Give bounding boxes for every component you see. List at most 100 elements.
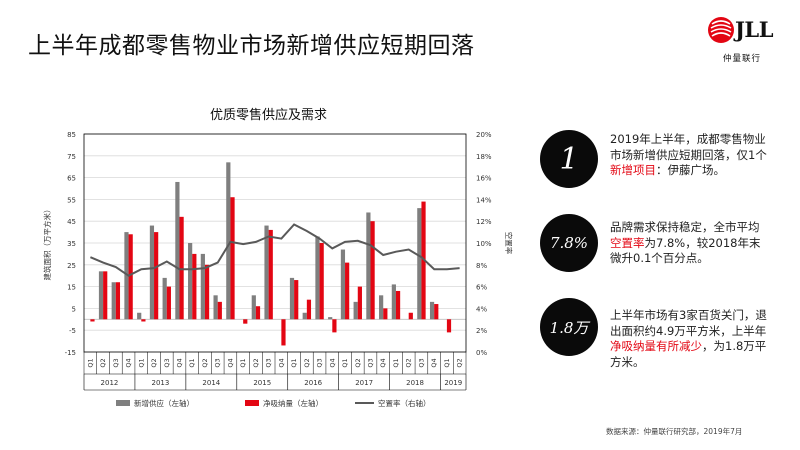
x-tick-label: Q1 xyxy=(86,358,94,367)
x-tick-label: Q1 xyxy=(137,358,145,367)
bar-net-absorption xyxy=(319,243,324,320)
x-tick-label: Q3 xyxy=(316,358,324,367)
panel-highlight: 净吸纳量有所减少 xyxy=(610,339,702,353)
x-tick-label: Q4 xyxy=(379,358,387,367)
y-tick-label: 45 xyxy=(67,218,76,226)
bar-new-supply xyxy=(124,232,129,320)
bar-new-supply xyxy=(226,162,231,320)
page-title: 上半年成都零售物业市场新增供应短期回落 xyxy=(28,33,475,59)
y2-tick-label: 0% xyxy=(476,349,487,357)
bar-new-supply xyxy=(149,225,155,320)
panel-highlight: 新增项目 xyxy=(610,163,656,177)
panel-text-pre: 品牌需求保持稳定，全市平均 xyxy=(610,220,760,234)
x-tick-label: Q3 xyxy=(163,358,171,367)
x-tick-label: Q3 xyxy=(265,358,273,367)
bar-new-supply xyxy=(379,295,384,320)
source-note: 数据来源：仲量联行研究部，2019年7月 xyxy=(606,427,743,436)
bar-new-supply xyxy=(251,295,256,320)
legend-label-net-absorption: 净吸纳量（左轴） xyxy=(263,398,323,408)
legend-swatch-net-absorption xyxy=(245,400,259,406)
bar-net-absorption xyxy=(357,286,362,320)
x-tick-label: Q2 xyxy=(405,358,413,367)
y-tick-label: 5 xyxy=(72,305,76,313)
bar-net-absorption xyxy=(383,308,388,320)
badge-absorption: 1.8万 xyxy=(540,298,598,356)
bar-net-absorption xyxy=(332,319,337,333)
y-tick-label: -15 xyxy=(65,349,76,357)
x-tick-label: Q4 xyxy=(277,358,285,367)
bar-net-absorption xyxy=(345,262,350,320)
panel-highlight: 空置率 xyxy=(610,235,645,250)
bar-new-supply xyxy=(417,208,422,320)
bar-net-absorption xyxy=(141,319,146,322)
x-tick-label: Q2 xyxy=(150,358,158,367)
jll-logo: JLL 仲量联行 xyxy=(706,14,776,64)
badge-vacancy: 7.8% xyxy=(540,214,598,272)
y2-tick-label: 8% xyxy=(476,262,487,270)
panel-text-vacancy: 品牌需求保持稳定，全市平均空置率为7.8%，较2018年末微升0.1个百分点。 xyxy=(610,220,770,267)
bar-new-supply xyxy=(137,312,142,320)
bar-net-absorption xyxy=(294,280,299,320)
panel-text-pre: 上半年市场有3家百货关门，退出面积约4.9万平方米，上半年 xyxy=(610,308,767,338)
legend-label-vacancy-rate: 空置率（右轴） xyxy=(378,398,431,408)
bar-new-supply xyxy=(429,301,435,320)
x-tick-label: Q2 xyxy=(99,358,107,367)
panel-text-pre: 2019年上半年，成都零售物业市场新增供应短期回落，仅1个 xyxy=(610,132,767,162)
x-tick-label: Q4 xyxy=(430,358,438,367)
y2-tick-label: 10% xyxy=(476,240,492,248)
bar-new-supply xyxy=(188,243,193,320)
bar-new-supply xyxy=(315,236,320,320)
year-label: 2019 xyxy=(444,379,462,387)
bar-new-supply xyxy=(391,284,396,320)
logo-wordmark: JLL xyxy=(735,17,773,42)
x-tick-label: Q1 xyxy=(239,358,247,367)
bar-net-absorption xyxy=(103,271,108,320)
bar-net-absorption xyxy=(255,306,261,320)
bar-net-absorption xyxy=(115,282,121,320)
jll-logo-icon xyxy=(708,17,734,43)
bar-new-supply xyxy=(264,225,269,320)
x-tick-label: Q1 xyxy=(341,358,349,367)
x-tick-label: Q4 xyxy=(125,358,133,367)
y2-tick-label: 16% xyxy=(476,175,492,183)
x-tick-label: Q3 xyxy=(367,358,375,367)
y-axis-title: 建筑面积（万平方米） xyxy=(42,206,52,281)
bar-net-absorption xyxy=(434,304,439,320)
y-tick-label: 75 xyxy=(67,153,76,161)
bar-net-absorption xyxy=(166,286,171,320)
bar-new-supply xyxy=(162,277,167,320)
y2-tick-label: 6% xyxy=(476,284,487,292)
bar-new-supply xyxy=(302,312,307,320)
x-tick-label: Q2 xyxy=(252,358,260,367)
year-label: 2016 xyxy=(304,379,322,387)
bar-new-supply xyxy=(200,253,205,320)
bar-net-absorption xyxy=(395,290,401,320)
y2-tick-label: 12% xyxy=(476,218,492,226)
x-tick-label: Q1 xyxy=(188,358,196,367)
bar-new-supply xyxy=(353,301,358,320)
x-tick-label: Q4 xyxy=(176,358,184,367)
panel-text-absorption: 上半年市场有3家百货关门，退出面积约4.9万平方米，上半年净吸纳量有所减少，为1… xyxy=(610,308,770,370)
panel-text-post: 为7.8%，较2018年末微升0.1个百分点。 xyxy=(610,235,761,266)
x-tick-label: Q2 xyxy=(303,358,311,367)
bar-new-supply xyxy=(328,317,333,320)
x-tick-label: Q2 xyxy=(201,358,209,367)
x-tick-label: Q4 xyxy=(226,358,234,367)
bar-net-absorption xyxy=(408,312,413,320)
bar-net-absorption xyxy=(217,301,222,320)
bar-new-supply xyxy=(289,277,295,320)
y2-tick-label: 18% xyxy=(476,153,492,161)
bar-net-absorption xyxy=(243,319,248,324)
y-tick-label: 15 xyxy=(67,284,76,292)
x-tick-label: Q3 xyxy=(417,358,425,367)
bar-net-absorption xyxy=(281,319,286,346)
x-tick-label: Q1 xyxy=(290,358,298,367)
logo-subtitle: 仲量联行 xyxy=(723,54,762,64)
bar-net-absorption xyxy=(179,216,184,320)
x-tick-label: Q4 xyxy=(328,358,336,367)
y2-tick-label: 14% xyxy=(476,196,492,204)
x-tick-label: Q2 xyxy=(354,358,362,367)
x-tick-label: Q1 xyxy=(392,358,400,367)
year-label: 2018 xyxy=(406,379,424,387)
year-label: 2017 xyxy=(355,379,373,387)
